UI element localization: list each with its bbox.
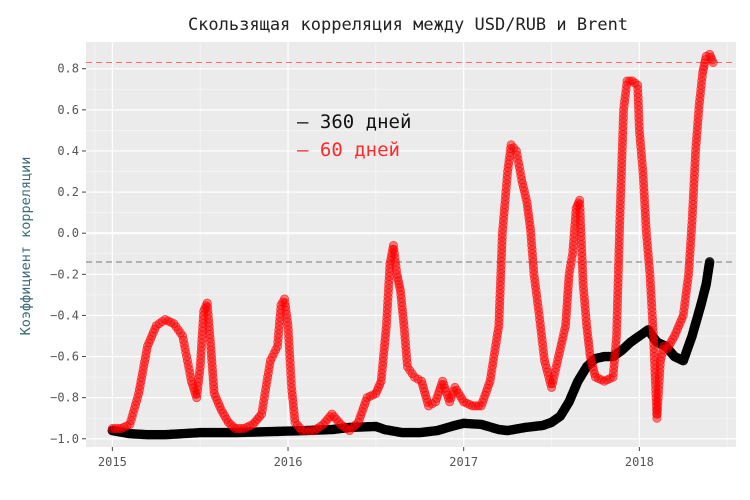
y-tick-label: −0.4 <box>50 308 79 322</box>
x-tick-label: 2018 <box>625 455 654 469</box>
x-axis-ticks: 2015 2016 2017 2018 <box>98 447 654 469</box>
y-tick-label: −0.8 <box>50 391 79 405</box>
reference-lines <box>86 62 736 263</box>
x-tick-label: 2015 <box>98 455 127 469</box>
y-axis-label: Коэффициент корреляции <box>18 157 34 336</box>
y-tick-label: −0.6 <box>50 350 79 364</box>
y-tick-label: 0.4 <box>57 144 79 158</box>
series-60-days <box>107 49 718 436</box>
legend-entry-360-days: – 360 дней <box>297 111 411 133</box>
y-tick-label: 0.2 <box>57 185 79 199</box>
chart-title: Скользящая корреляция между USD/RUB и Br… <box>188 15 628 35</box>
y-tick-label: −0.2 <box>50 267 79 281</box>
y-tick-label: 0.0 <box>57 226 79 240</box>
series-360-days <box>107 257 715 440</box>
legend-dash-360: – <box>297 111 320 133</box>
y-tick-label: −1.0 <box>50 432 79 446</box>
y-axis-ticks: 0.8 0.6 0.4 0.2 0.0 −0.2 −0.4 −0.6 −0.8 −1.0 <box>50 62 86 446</box>
legend-entry-60-days: – 60 дней <box>297 139 400 161</box>
legend-label-60: 60 дней <box>320 139 400 161</box>
legend-label-360: 360 дней <box>320 111 412 133</box>
legend: – 360 дней – 60 дней <box>297 111 411 161</box>
x-tick-label: 2016 <box>274 455 303 469</box>
x-tick-label: 2017 <box>449 455 478 469</box>
y-tick-label: 0.6 <box>57 103 79 117</box>
legend-dash-60: – <box>297 139 320 161</box>
data-point <box>704 257 715 267</box>
data-point <box>708 58 718 68</box>
y-tick-label: 0.8 <box>57 62 79 76</box>
